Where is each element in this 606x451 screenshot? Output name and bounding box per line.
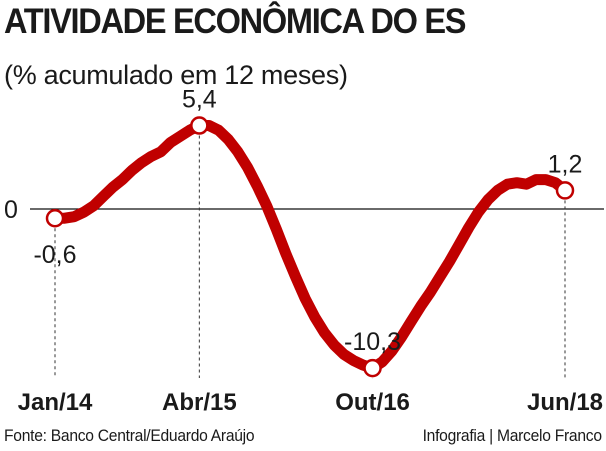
data-point-marker [45,208,65,228]
series-line [49,120,571,374]
chart-subtitle: (% acumulado em 12 meses) [4,60,348,90]
x-tick-label: Abr/15 [162,389,237,416]
data-label: 5,4 [182,86,217,114]
x-tick-label: Jan/14 [18,389,93,416]
data-label: 1,2 [548,150,583,178]
zero-axis-label: 0 [4,196,18,224]
data-label: -10,3 [344,328,401,356]
source-credit: Fonte: Banco Central/Eduardo Araújo [4,426,255,445]
data-point-marker [190,116,209,135]
x-tick-label: Jun/18 [527,389,603,416]
data-point-marker [555,181,575,200]
infographic-credit: Infografia | Marcelo Franco [422,426,602,445]
chart-title: ATIVIDADE ECONÔMICA DO ES [4,2,466,41]
data-point-marker [363,358,382,378]
data-label: -0,6 [33,241,76,269]
x-tick-label: Out/16 [335,389,410,416]
